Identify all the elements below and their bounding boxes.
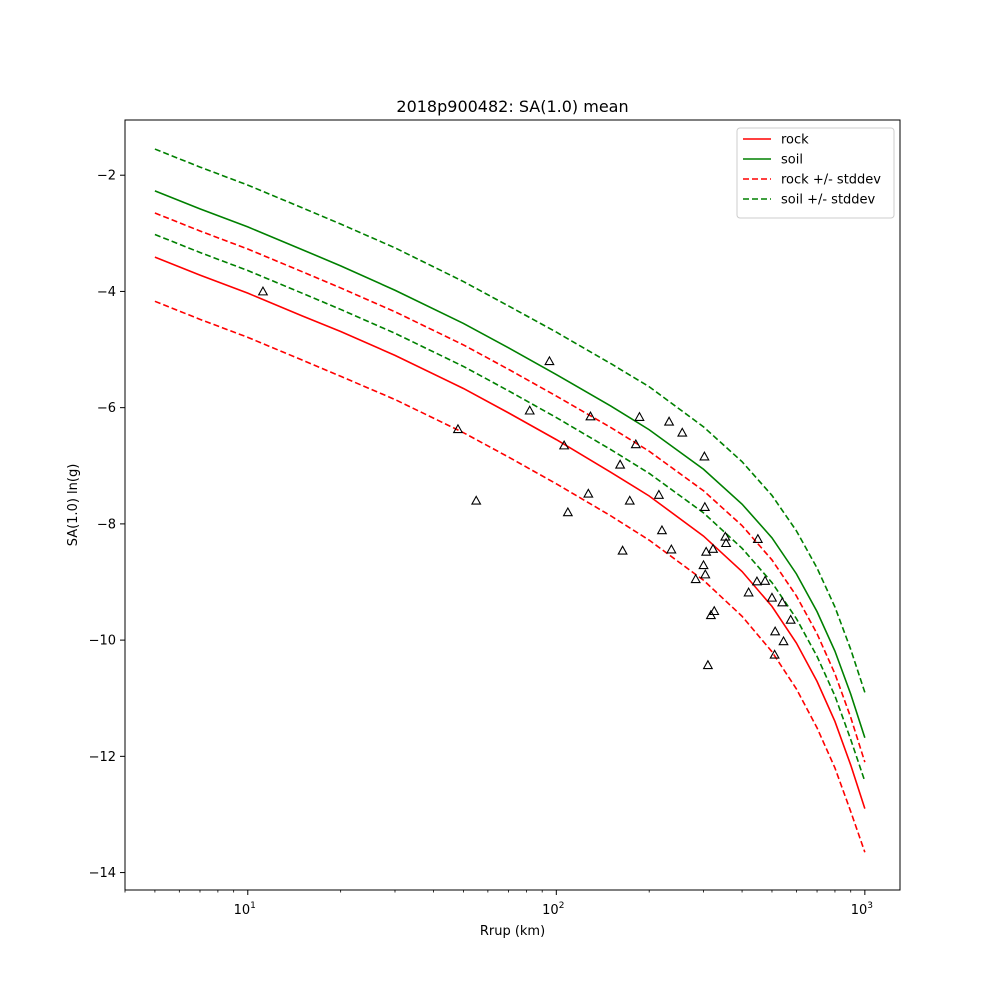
series-line-rock-0 xyxy=(154,256,866,809)
observation-point-18 xyxy=(677,427,688,437)
series-line-rock-stddev-2 xyxy=(154,212,866,763)
observation-point-9 xyxy=(614,459,626,469)
observation-point-3 xyxy=(524,405,535,415)
y-axis: −2 −4 −6 −8 −10 −12 −14 xyxy=(89,169,125,881)
x-tick-label: 103 xyxy=(851,901,873,918)
legend-label-soil: soil xyxy=(781,153,803,168)
y-tick-label: −14 xyxy=(89,866,116,881)
y-tick-label: −2 xyxy=(97,169,116,184)
observation-point-10 xyxy=(617,545,628,555)
observation-point-33 xyxy=(752,533,764,543)
observation-point-31 xyxy=(743,587,754,597)
observation-point-30 xyxy=(720,537,732,548)
observation-point-12 xyxy=(630,438,642,449)
x-axis-label: Rrup (km) xyxy=(480,924,545,939)
observation-point-39 xyxy=(778,635,789,646)
observation-point-20 xyxy=(698,559,709,570)
plot-frame xyxy=(124,119,901,891)
observation-point-28 xyxy=(709,605,720,616)
observation-point-22 xyxy=(699,501,711,512)
x-tick-label: 101 xyxy=(234,901,256,918)
y-tick-label: −4 xyxy=(97,285,116,300)
observation-point-32 xyxy=(751,575,763,586)
observation-point-23 xyxy=(700,569,711,579)
x-tick-label: 102 xyxy=(542,901,564,918)
observation-point-1 xyxy=(452,423,464,434)
legend-label-soil-stddev: soil +/- stddev xyxy=(781,193,876,208)
observation-point-35 xyxy=(766,592,778,602)
y-tick-label: −12 xyxy=(89,750,116,765)
observation-point-40 xyxy=(785,614,796,624)
y-axis-label: SA(1.0) ln(g) xyxy=(66,464,81,547)
series-line-soil-stddev-4 xyxy=(154,148,866,693)
observation-point-8 xyxy=(585,410,596,421)
observation-point-27 xyxy=(707,543,719,553)
y-tick-label: −8 xyxy=(97,517,116,532)
observation-point-0 xyxy=(257,286,269,296)
legend-label-rock: rock xyxy=(781,133,809,148)
observation-point-17 xyxy=(666,544,677,554)
observation-layer xyxy=(257,286,796,670)
observation-point-5 xyxy=(558,440,570,450)
observation-point-14 xyxy=(653,489,665,499)
observation-point-38 xyxy=(777,596,788,607)
legend-label-rock-stddev: rock +/- stddev xyxy=(781,173,881,188)
observation-point-13 xyxy=(634,411,645,421)
y-tick-label: −6 xyxy=(97,401,116,416)
observation-point-25 xyxy=(702,659,714,670)
series-line-soil-1 xyxy=(154,190,866,738)
observation-point-19 xyxy=(690,573,701,584)
x-axis: 101 102 103 xyxy=(124,890,873,918)
observation-point-36 xyxy=(769,649,780,659)
observation-point-15 xyxy=(656,524,668,535)
observation-point-24 xyxy=(700,546,712,556)
observation-point-4 xyxy=(544,355,555,366)
observation-point-16 xyxy=(663,416,675,426)
curve-layer xyxy=(154,148,866,853)
observation-point-21 xyxy=(699,451,710,461)
series-line-rock-stddev-3 xyxy=(154,300,866,853)
observation-point-34 xyxy=(759,575,771,585)
legend-box xyxy=(736,127,895,219)
observation-point-2 xyxy=(470,495,482,505)
chart-title: 2018p900482: SA(1.0) mean xyxy=(396,97,628,116)
observation-point-7 xyxy=(583,488,594,498)
legend: rock soil rock +/- stddev soil +/- stddev xyxy=(736,127,895,219)
observation-point-11 xyxy=(624,495,635,505)
series-line-soil-stddev-5 xyxy=(154,233,866,782)
observation-point-37 xyxy=(769,625,781,636)
y-tick-label: −10 xyxy=(89,634,116,649)
observation-point-6 xyxy=(562,506,574,517)
